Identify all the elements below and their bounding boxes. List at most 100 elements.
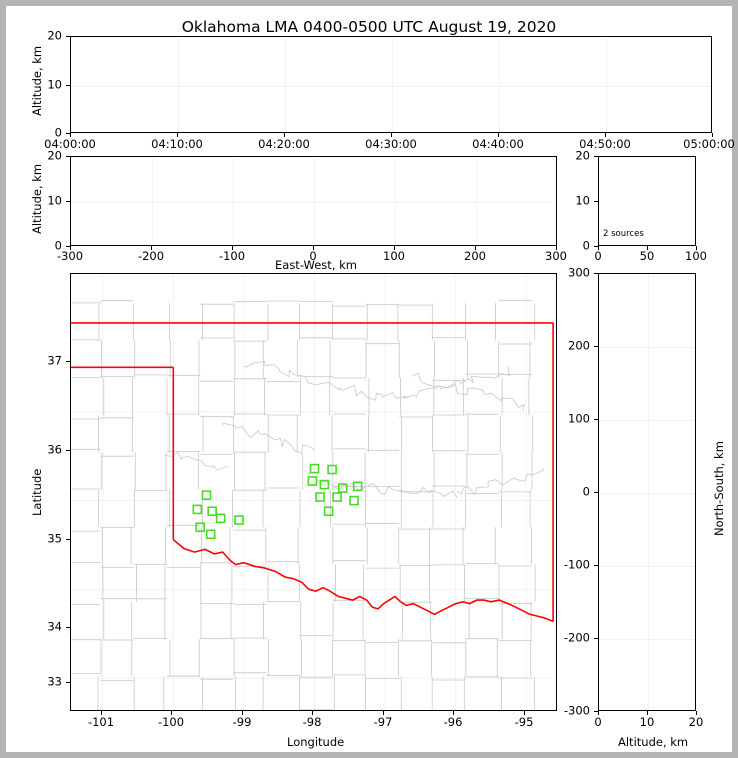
axis-tick: [171, 711, 172, 715]
axis-label-y: Altitude, km: [30, 163, 44, 234]
tick-label-y: 20: [47, 148, 62, 163]
tick-label-x: -96: [443, 715, 463, 729]
tick-label-y: 35: [47, 531, 62, 546]
tick-label-x: 0: [309, 249, 317, 263]
lma-source-marker[interactable]: [307, 476, 318, 486]
axis-tick: [66, 627, 70, 628]
axis-tick: [284, 133, 285, 137]
axis-tick: [453, 711, 454, 715]
lma-source-marker[interactable]: [205, 529, 216, 540]
lma-source-marker[interactable]: [234, 515, 244, 525]
tick-label-y: 20: [575, 148, 590, 163]
lma-source-marker[interactable]: [332, 492, 342, 502]
gridline: [476, 157, 477, 245]
axis-tick: [712, 133, 713, 137]
tick-label-x: 100: [685, 249, 707, 263]
lma-source-marker[interactable]: [349, 495, 359, 506]
time-height-panel[interactable]: [70, 36, 712, 133]
axis-tick: [498, 133, 499, 137]
axis-tick: [66, 201, 70, 202]
axis-tick: [696, 711, 697, 715]
plan-view-map-panel[interactable]: [70, 273, 557, 711]
lma-source-marker[interactable]: [323, 506, 334, 516]
figure-canvas: Oklahoma LMA 0400-0500 UTC August 19, 20…: [6, 6, 735, 752]
lma-source-marker[interactable]: [201, 490, 212, 500]
axis-tick: [242, 711, 243, 715]
tick-label-y: 10: [47, 76, 62, 91]
axis-tick: [556, 246, 557, 250]
lma-source-marker[interactable]: [337, 483, 348, 493]
lma-source-markers[interactable]: [192, 463, 363, 540]
lma-source-marker[interactable]: [192, 504, 203, 515]
tick-label-x: 04:10:00: [151, 137, 203, 151]
map-gridlines: [71, 274, 556, 710]
axis-tick: [66, 156, 70, 157]
axis-tick: [598, 246, 599, 250]
gridline: [178, 37, 179, 132]
tick-label-y: 100: [568, 411, 590, 426]
tick-label-y: -100: [563, 557, 590, 572]
river-county-boundary: [381, 366, 511, 400]
lma-source-marker[interactable]: [215, 513, 226, 524]
tick-label-y: 34: [47, 619, 62, 634]
river-county-boundary: [243, 360, 384, 401]
lma-source-marker[interactable]: [207, 506, 217, 516]
state-border-red-river: [172, 538, 554, 623]
axis-tick: [475, 246, 476, 250]
gridline: [599, 420, 695, 421]
tick-label-x: -97: [373, 715, 393, 729]
altitude-north-south-panel[interactable]: [598, 273, 696, 711]
tick-label-x: 100: [383, 249, 405, 263]
lma-source-marker[interactable]: [327, 464, 337, 475]
tick-label-x: 20: [688, 715, 704, 729]
tick-label-y: 37: [47, 353, 62, 368]
axis-tick: [313, 246, 314, 250]
river-county-boundary: [164, 451, 228, 471]
axis-tick: [594, 492, 598, 493]
gridline: [599, 566, 695, 567]
county-boundaries: [71, 299, 545, 710]
tick-label-x: 04:50:00: [579, 137, 631, 151]
axis-tick: [66, 539, 70, 540]
lma-source-marker[interactable]: [195, 522, 205, 532]
axis-tick: [312, 711, 313, 715]
axis-tick: [66, 682, 70, 683]
axis-tick: [594, 638, 598, 639]
lma-source-marker[interactable]: [319, 479, 330, 490]
axis-tick: [594, 201, 598, 202]
axis-tick: [594, 273, 598, 274]
tick-label-y: -300: [563, 703, 590, 718]
tick-label-y: 200: [568, 338, 590, 353]
axis-tick: [177, 133, 178, 137]
axis-tick: [70, 246, 71, 250]
gridline: [233, 157, 234, 245]
axis-tick: [383, 711, 384, 715]
tick-label-y: 20: [47, 28, 62, 43]
axis-tick: [605, 133, 606, 137]
axis-tick: [232, 246, 233, 250]
gridline: [599, 347, 695, 348]
tick-label-x: -100: [218, 249, 246, 263]
gridline: [599, 639, 695, 640]
tick-label-y: 0: [582, 484, 590, 499]
axis-label-y: Altitude, km: [30, 45, 44, 116]
lma-source-marker[interactable]: [315, 492, 325, 502]
lma-source-marker[interactable]: [309, 463, 320, 474]
axis-tick: [696, 246, 697, 250]
east-west-altitude-panel[interactable]: [70, 156, 557, 246]
axis-tick: [598, 711, 599, 715]
axis-tick: [391, 133, 392, 137]
axis-tick: [594, 565, 598, 566]
tick-label-x: 04:20:00: [258, 137, 310, 151]
gridline: [152, 157, 153, 245]
lma-source-marker[interactable]: [352, 481, 363, 492]
axis-tick: [70, 133, 71, 137]
axis-label-x: East-West, km: [275, 258, 357, 272]
tick-label-x: -100: [157, 715, 185, 729]
axis-tick: [66, 84, 70, 86]
axis-tick: [594, 711, 598, 712]
altitude-histogram-panel[interactable]: 2 sources: [598, 156, 696, 246]
tick-label-x: 10: [639, 715, 655, 729]
tick-label-x: -95: [514, 715, 534, 729]
axis-tick: [594, 346, 598, 347]
